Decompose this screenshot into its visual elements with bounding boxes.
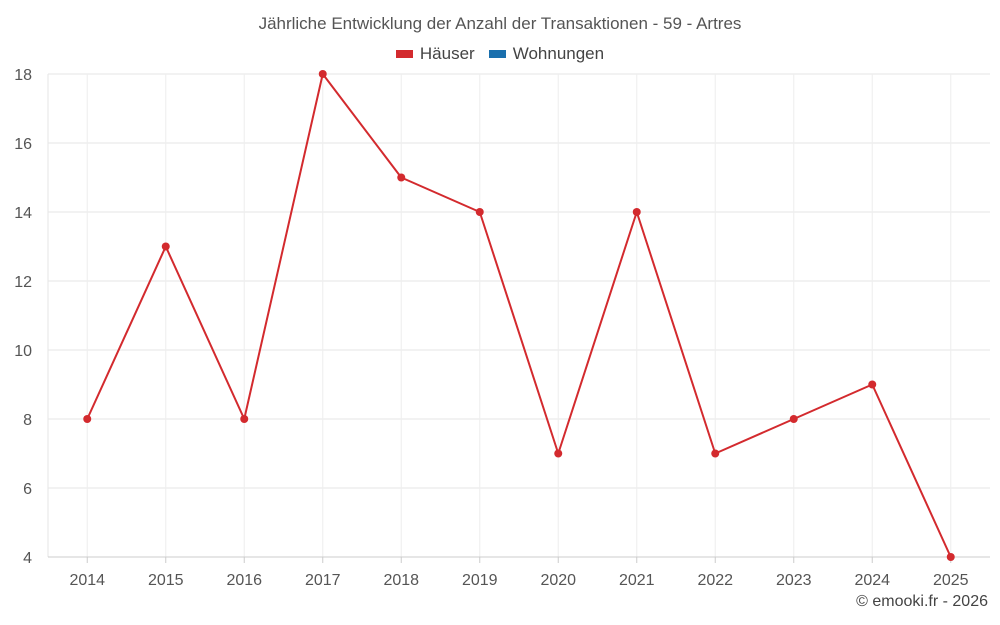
- x-tick-label: 2018: [383, 572, 419, 589]
- data-point: [554, 449, 563, 458]
- y-tick-label: 8: [23, 412, 32, 429]
- data-point: [318, 70, 327, 78]
- legend-swatch-haeuser: [395, 50, 413, 58]
- data-point: [632, 208, 641, 216]
- x-tick-label: 2020: [540, 572, 576, 589]
- data-point: [240, 415, 249, 423]
- data-point: [868, 380, 877, 389]
- legend: Häuser Wohnungen: [0, 44, 1000, 64]
- series-line-0: [86, 73, 952, 558]
- x-tick-label: 2014: [69, 572, 105, 589]
- x-tick-label: 2016: [226, 572, 262, 589]
- x-tick-label: 2019: [462, 572, 498, 589]
- data-point: [397, 173, 406, 182]
- legend-item-wohnungen[interactable]: Wohnungen: [488, 44, 605, 64]
- credit-text: © emooki.fr - 2026: [856, 593, 988, 610]
- legend-label-wohnungen: Wohnungen: [512, 44, 605, 63]
- data-point: [789, 415, 798, 423]
- x-tick-label: 2024: [854, 572, 890, 589]
- y-tick-label: 16: [14, 136, 32, 153]
- y-tick-label: 12: [14, 274, 32, 291]
- y-tick-label: 18: [14, 67, 32, 84]
- y-tick-label: 14: [14, 205, 32, 222]
- legend-swatch-wohnungen: [488, 50, 506, 58]
- data-point: [83, 415, 92, 423]
- y-tick-label: 6: [23, 481, 32, 498]
- chart-title: Jährliche Entwicklung der Anzahl der Tra…: [258, 14, 742, 33]
- y-tick-label: 10: [14, 343, 32, 360]
- x-tick-label: 2015: [148, 572, 184, 589]
- data-point: [946, 553, 955, 561]
- x-tick-label: 2017: [305, 572, 341, 589]
- data-point: [475, 208, 484, 216]
- x-tick-label: 2022: [697, 572, 733, 589]
- data-point: [161, 242, 170, 251]
- legend-label-haeuser: Häuser: [419, 44, 475, 63]
- x-tick-label: 2023: [776, 572, 812, 589]
- legend-item-haeuser[interactable]: Häuser: [395, 44, 475, 64]
- data-point: [711, 449, 720, 458]
- x-tick-label: 2025: [933, 572, 969, 589]
- y-tick-label: 4: [23, 550, 32, 567]
- x-tick-label: 2021: [619, 572, 655, 589]
